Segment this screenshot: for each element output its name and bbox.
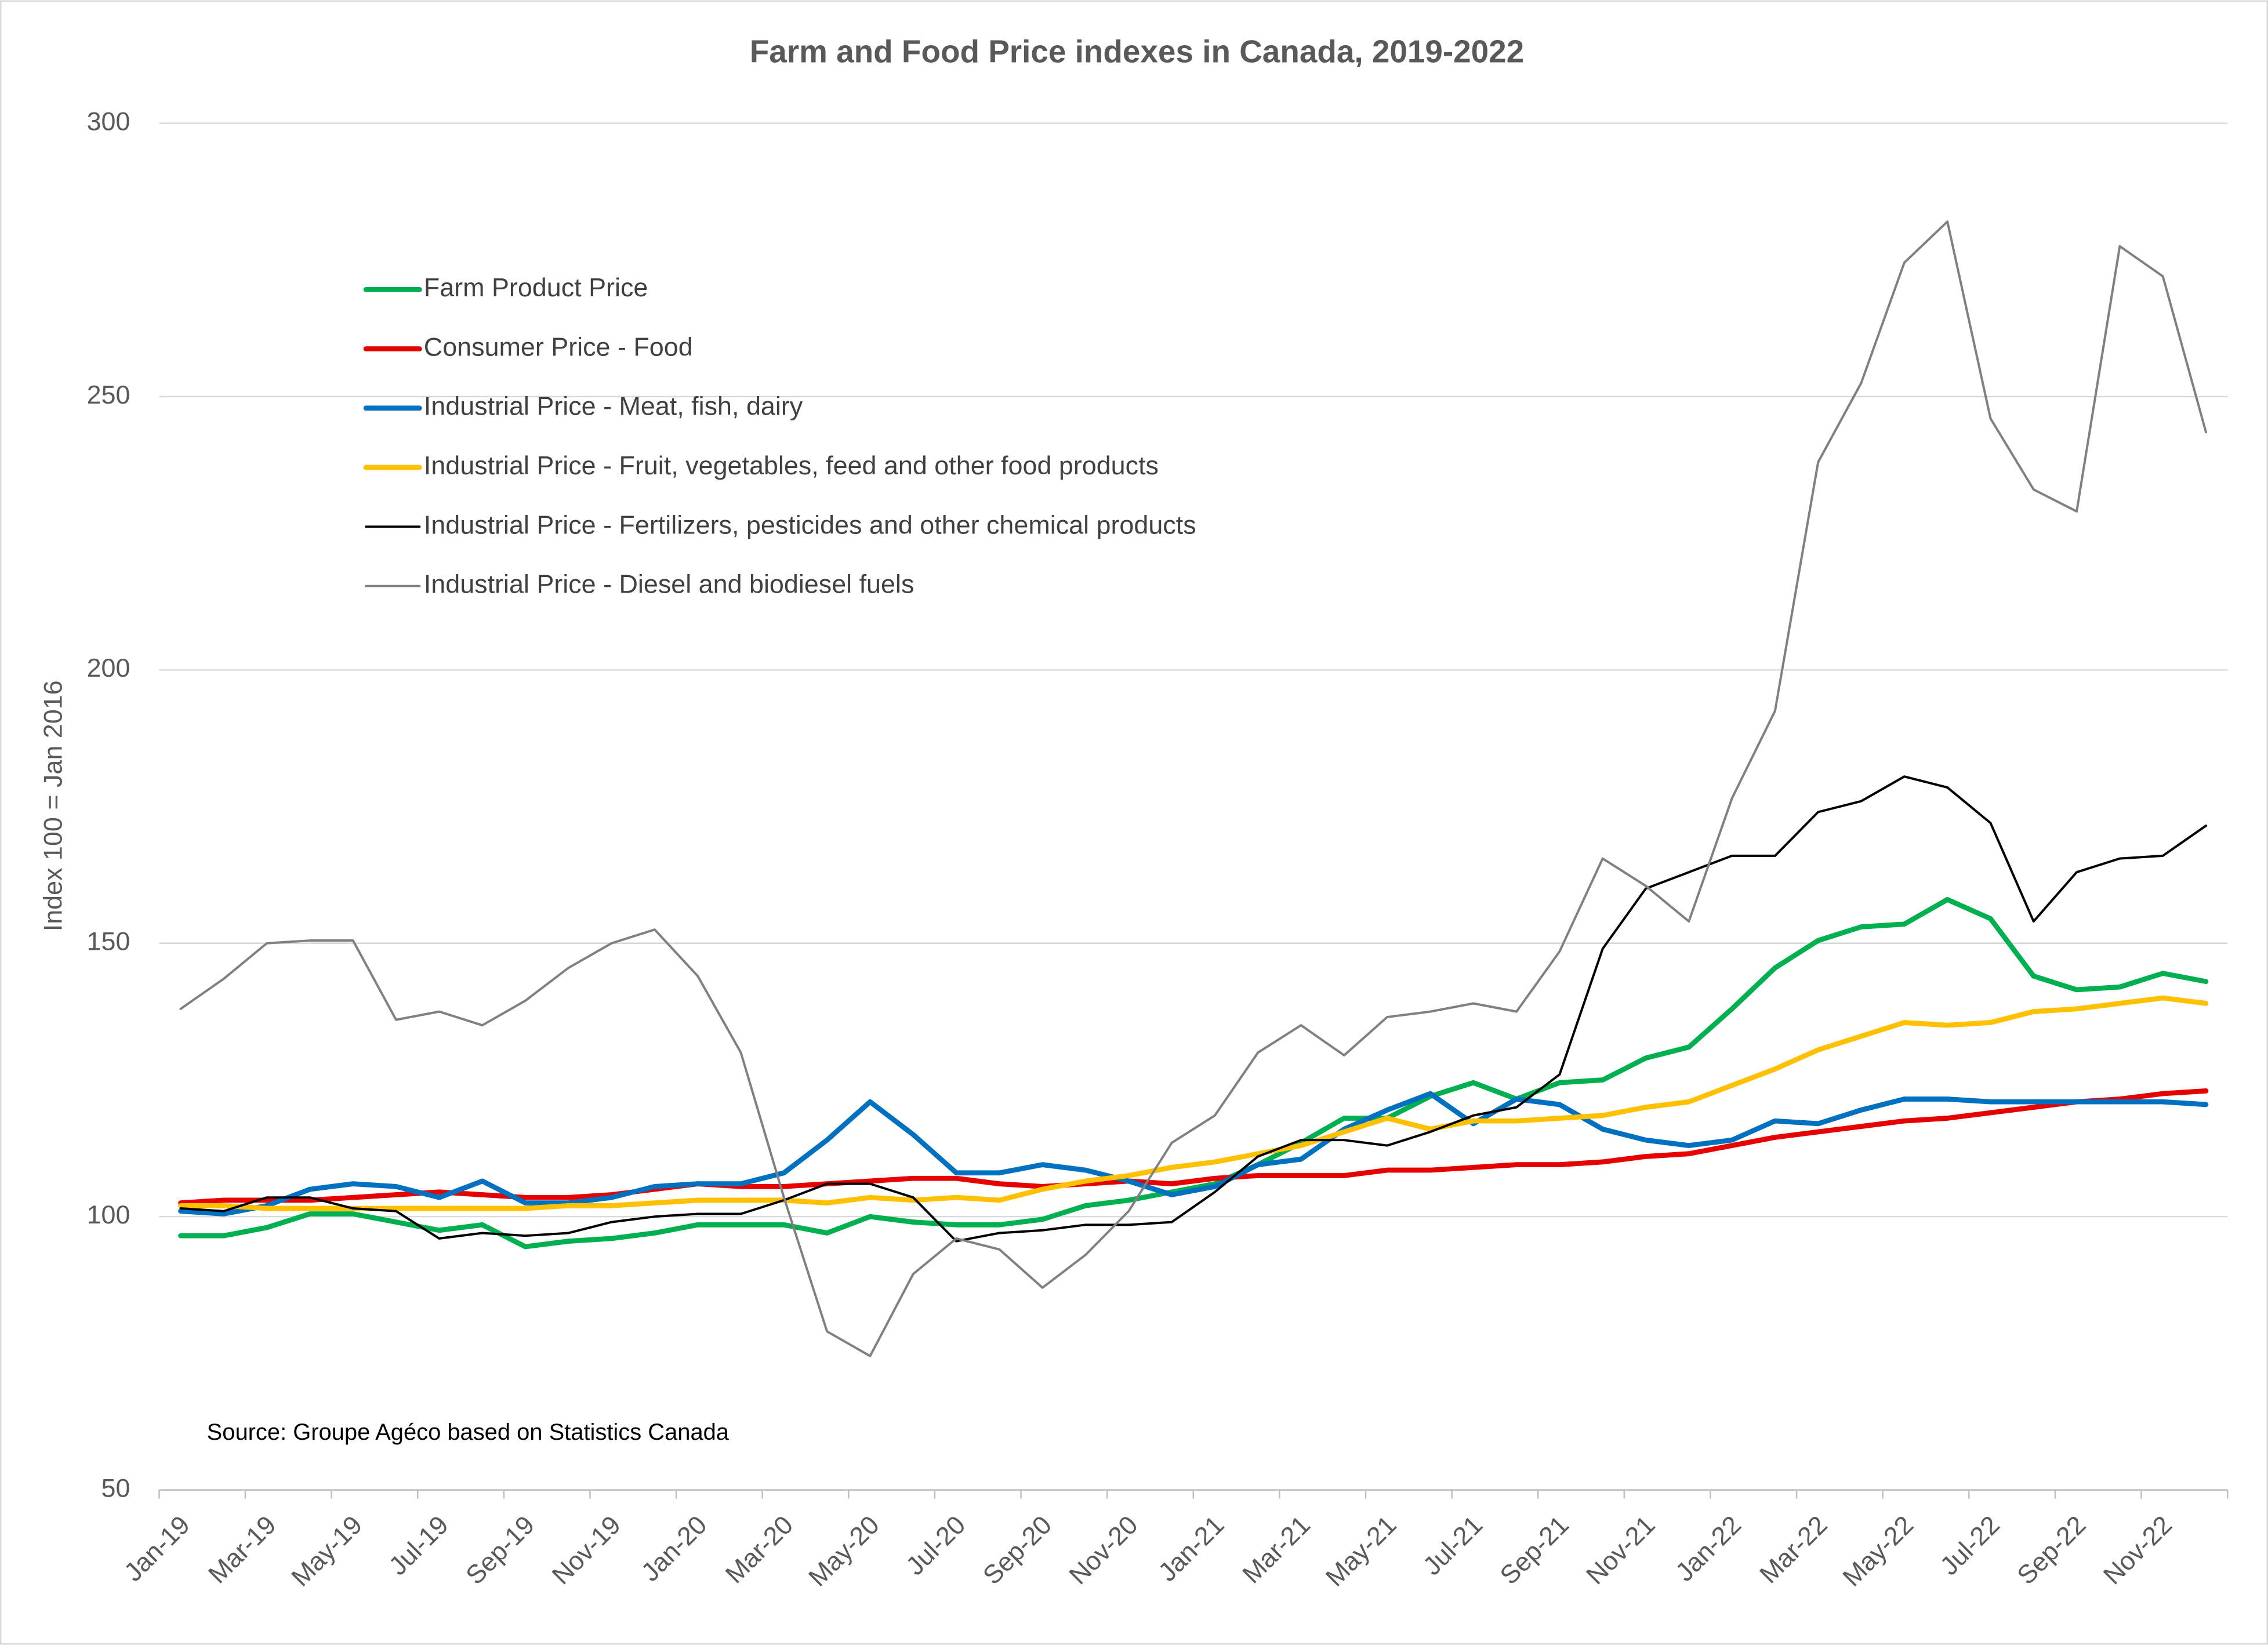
y-tick-label: 150 (87, 927, 130, 956)
chart-title: Farm and Food Price indexes in Canada, 2… (750, 33, 1524, 69)
legend-label: Farm Product Price (424, 273, 648, 302)
series-line (178, 1091, 2209, 1216)
y-tick-label: 200 (87, 653, 130, 682)
y-tick-label: 250 (87, 380, 130, 409)
y-tick-label: 100 (87, 1200, 130, 1229)
y-axis-label: Index 100 = Jan 2016 (38, 680, 68, 931)
legend-label: Industrial Price - Diesel and biodiesel … (424, 569, 915, 599)
source-note: Source: Groupe Agéco based on Statistics… (207, 1419, 730, 1445)
y-tick-label: 300 (87, 106, 130, 136)
y-tick-label: 50 (101, 1473, 130, 1502)
legend-label: Industrial Price - Fruit, vegetables, fe… (424, 451, 1159, 480)
legend-label: Industrial Price - Fertilizers, pesticid… (424, 510, 1196, 539)
series-line (179, 775, 2207, 1243)
series-line (178, 896, 2209, 1250)
series-line (179, 220, 2207, 1357)
legend-label: Consumer Price - Food (424, 332, 693, 361)
series-line (178, 995, 2209, 1211)
legend-label: Industrial Price - Meat, fish, dairy (424, 391, 803, 421)
